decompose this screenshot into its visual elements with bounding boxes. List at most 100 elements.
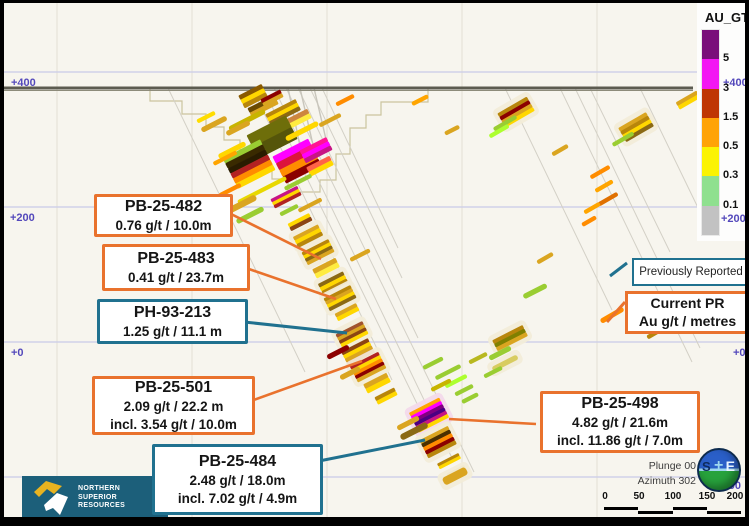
orientation-text: Plunge 00 Azimuth 302 <box>564 459 696 488</box>
assay-value: incl. 3.54 g/t / 10.0m <box>110 416 237 432</box>
drill-interval <box>523 283 547 299</box>
current-pr-units: Au g/t / metres <box>638 312 737 329</box>
drill-interval <box>415 421 461 463</box>
drillhole-id: PB-25-498 <box>581 395 659 413</box>
logo-mark-icon <box>34 481 68 515</box>
orientation-globe-icon: S + E <box>697 448 741 492</box>
assay-stripe <box>376 391 398 405</box>
annotation-box-PB-25-484: PB-25-484 2.48 g/t / 18.0m incl. 7.02 g/t … <box>152 444 323 515</box>
drill-interval <box>319 113 342 127</box>
drill-interval <box>444 125 460 135</box>
assay-stripe <box>325 288 354 305</box>
drillhole-id: PB-25-484 <box>198 452 277 470</box>
assay-stripe <box>678 94 701 110</box>
drill-interval <box>298 198 322 213</box>
drill-interval <box>319 280 361 316</box>
assay-stripe <box>265 99 297 118</box>
elevation-label: +400 <box>723 77 745 89</box>
assay-stripe <box>339 327 367 344</box>
annotation-box-PB-25-498: PB-25-498 4.82 g/t / 21.6m incl. 11.86 g/t… <box>540 391 700 453</box>
drill-interval <box>238 84 268 108</box>
legend-sample-line <box>609 261 628 278</box>
assay-stripe <box>226 120 250 136</box>
drill-interval <box>284 174 312 191</box>
drill-interval <box>595 180 614 193</box>
drill-interval <box>493 115 517 131</box>
drill-interval <box>551 144 569 156</box>
assay-stripe <box>423 433 453 451</box>
assay-stripe <box>445 374 468 388</box>
assay-stripe <box>595 180 614 193</box>
drill-interval <box>196 111 216 123</box>
assay-stripe <box>489 124 509 138</box>
drillhole-id: PB-25-483 <box>137 249 215 267</box>
drill-interval <box>270 186 302 209</box>
assay-stripe <box>444 125 460 135</box>
annotation-box-PB-25-483: PB-25-483 0.41 g/t / 23.7m <box>102 244 250 291</box>
assay-stripe <box>400 422 428 440</box>
scalebar-number: 150 <box>698 491 716 502</box>
drill-interval <box>287 213 313 231</box>
drill-interval <box>489 124 509 138</box>
assay-stripe <box>235 164 276 189</box>
drill-interval <box>288 219 328 253</box>
assay-stripe <box>272 138 312 164</box>
drill-interval <box>430 378 452 392</box>
annotation-box-PB-25-482: PB-25-482 0.76 g/t / 10.0m <box>94 194 233 237</box>
drill-section-canvas <box>4 3 745 517</box>
assay-stripe <box>298 198 322 213</box>
assay-stripe <box>230 154 271 179</box>
assay-stripe <box>306 248 335 265</box>
drillhole-id: PB-25-501 <box>134 378 213 396</box>
assay-value: 0.41 g/t / 23.7m <box>127 269 225 285</box>
drill-interval <box>260 89 284 107</box>
assay-stripe <box>411 94 429 106</box>
assay-stripe <box>523 283 547 299</box>
assay-stripe <box>497 97 529 117</box>
drill-interval <box>312 258 340 279</box>
drill-interval <box>598 192 618 206</box>
assay-stripe <box>222 139 263 164</box>
colorbar-segment <box>702 59 719 89</box>
assay-stripe <box>299 137 329 155</box>
compass-plus-icon: + <box>714 457 724 474</box>
elevation-label: +0 <box>11 347 24 359</box>
annotation-box-PB-25-501: PB-25-501 2.09 g/t / 22.2 m incl. 3.54 g/t… <box>92 376 255 435</box>
drill-interval <box>222 139 276 189</box>
drill-interval <box>445 374 468 388</box>
assay-stripe <box>454 384 474 396</box>
leader-line-PB-25-498 <box>448 417 537 426</box>
leader-line-PB-25-484 <box>318 438 426 463</box>
colorbar-segment <box>702 176 719 206</box>
drill-interval <box>331 316 373 352</box>
scale-bar: 0 50 100 150 200 <box>598 491 745 517</box>
assay-stripe <box>327 345 350 360</box>
elevation-label: +400 <box>11 77 36 89</box>
colorbar-segment <box>702 205 719 235</box>
assay-stripe <box>551 144 569 156</box>
assay-stripe <box>437 453 460 467</box>
scalebar-number: 0 <box>602 491 608 502</box>
elevation-label: +200 <box>721 213 745 225</box>
assay-stripe <box>536 252 554 264</box>
assay-stripe <box>225 144 265 169</box>
assay-stripe <box>304 145 333 163</box>
assay-stripe <box>422 356 444 370</box>
assay-stripe <box>305 245 333 262</box>
assay-stripe <box>238 84 264 100</box>
azimuth-label: Azimuth 302 <box>637 474 696 487</box>
assay-stripe <box>492 325 524 344</box>
assay-stripe <box>289 216 313 231</box>
drill-interval <box>461 392 479 404</box>
drill-interval <box>201 116 227 132</box>
colorbar-segment <box>702 147 719 177</box>
colorbar-tick-label: 3 <box>723 81 730 94</box>
leader-line-PB-25-483 <box>245 266 337 301</box>
assay-stripe <box>335 94 355 106</box>
drill-interval <box>349 248 371 262</box>
assay-stripe <box>397 416 420 431</box>
logo-text: NORTHERN SUPERIOR RESOURCES <box>78 485 126 510</box>
assay-stripe <box>499 100 531 121</box>
assay-stripe <box>341 338 370 356</box>
assay-stripe <box>228 149 268 174</box>
